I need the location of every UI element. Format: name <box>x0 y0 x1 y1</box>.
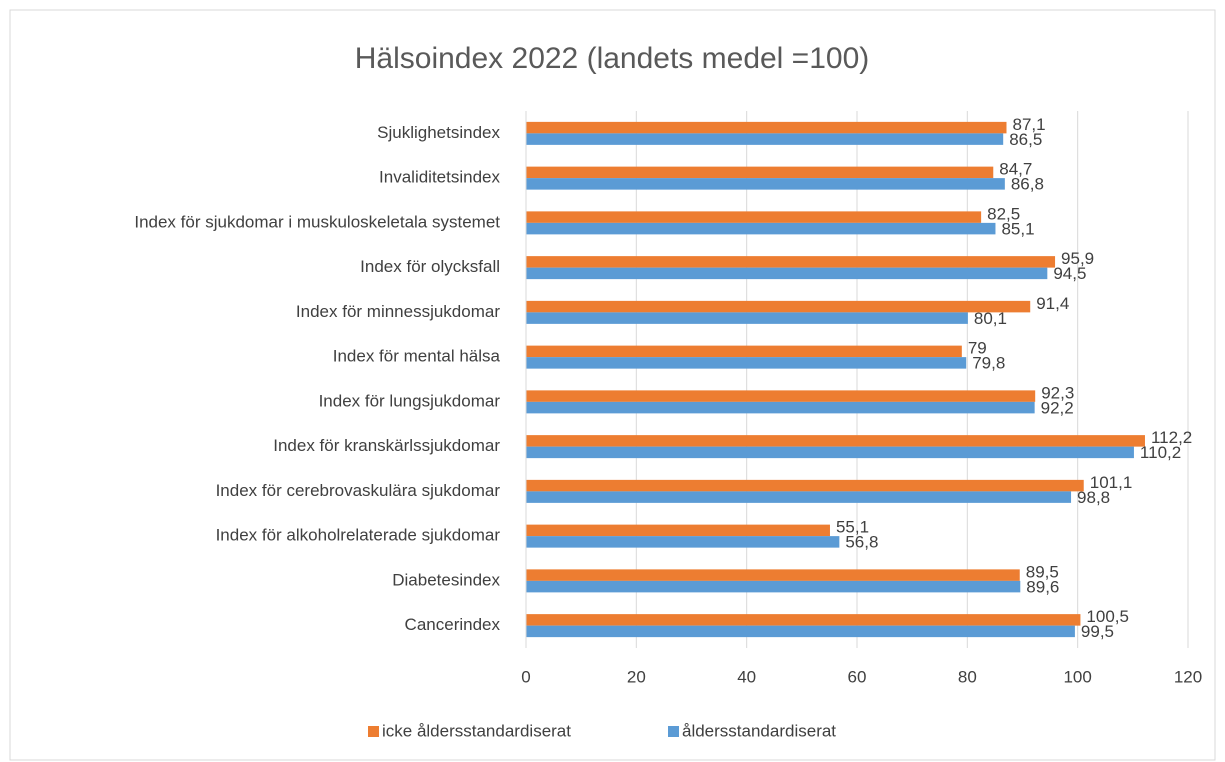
bar <box>526 222 996 235</box>
bar <box>526 524 830 537</box>
value-label: 79 <box>968 339 987 358</box>
value-label: 80,1 <box>974 309 1007 328</box>
bar <box>526 614 1081 626</box>
value-label: 92,3 <box>1041 383 1074 402</box>
legend-swatch <box>368 726 379 737</box>
y-tick-label: Cancerindex <box>405 615 501 634</box>
bar <box>526 569 1020 581</box>
value-label: 101,1 <box>1090 473 1133 492</box>
value-label: 92,2 <box>1041 398 1074 417</box>
y-tick-label: Sjuklighetsindex <box>377 123 500 142</box>
x-tick-label: 40 <box>737 667 756 686</box>
value-label: 98,8 <box>1077 488 1110 507</box>
value-label: 87,1 <box>1013 115 1046 134</box>
y-tick-label: Index för mental hälsa <box>333 347 501 366</box>
bar <box>526 300 1031 313</box>
y-tick-label: Index för cerebrovaskulära sjukdomar <box>216 481 501 500</box>
value-label: 94,5 <box>1053 264 1086 283</box>
bar <box>526 133 1004 145</box>
value-label: 82,5 <box>987 204 1020 223</box>
legend-label: icke åldersstandardiserat <box>382 721 571 740</box>
y-tick-label: Index för lungsjukdomar <box>319 391 501 410</box>
value-label: 99,5 <box>1081 622 1114 641</box>
bar <box>526 256 1056 268</box>
bar <box>526 580 1021 593</box>
x-tick-label: 60 <box>848 667 867 686</box>
x-tick-label: 20 <box>627 667 646 686</box>
value-label: 100,5 <box>1086 607 1129 626</box>
bar <box>526 401 1035 414</box>
value-label: 79,8 <box>972 354 1005 373</box>
bar <box>526 536 840 548</box>
x-tick-label: 100 <box>1063 667 1091 686</box>
x-tick-label: 120 <box>1174 667 1202 686</box>
bar <box>526 357 967 369</box>
bar <box>526 121 1007 134</box>
bar <box>526 166 994 179</box>
legend-label: åldersstandardiserat <box>682 721 836 740</box>
y-tick-label: Index för kranskärlssjukdomar <box>273 436 500 455</box>
y-tick-label: Index för olycksfall <box>360 257 500 276</box>
value-label: 110,2 <box>1140 443 1181 462</box>
value-label: 56,8 <box>845 533 878 552</box>
bar <box>526 178 1005 190</box>
bar <box>526 479 1084 492</box>
legend-swatch <box>668 726 679 737</box>
value-label: 55,1 <box>836 518 869 537</box>
y-tick-label: Invaliditetsindex <box>379 168 500 187</box>
bar <box>526 491 1072 503</box>
bar <box>526 267 1048 280</box>
chart-title: Hälsoindex 2022 (landets medel =100) <box>355 42 870 75</box>
x-tick-label: 80 <box>958 667 977 686</box>
y-tick-label: Diabetesindex <box>392 570 500 589</box>
value-label: 86,8 <box>1011 175 1044 194</box>
bar <box>526 446 1134 459</box>
y-tick-label: Index för sjukdomar i muskuloskeletala s… <box>134 212 500 231</box>
x-tick-label: 0 <box>521 667 530 686</box>
value-label: 84,7 <box>999 160 1032 179</box>
bar <box>526 435 1145 447</box>
bar <box>526 390 1036 402</box>
value-label: 95,9 <box>1061 249 1094 268</box>
value-label: 112,2 <box>1151 428 1192 447</box>
y-tick-label: Index för alkoholrelaterade sjukdomar <box>216 526 501 545</box>
bar <box>526 345 962 358</box>
value-label: 89,6 <box>1026 577 1059 596</box>
bar <box>526 312 968 324</box>
y-tick-label: Index för minnessjukdomar <box>296 302 500 321</box>
value-label: 85,1 <box>1001 219 1034 238</box>
value-label: 86,5 <box>1009 130 1042 149</box>
bar <box>526 625 1075 638</box>
value-label: 89,5 <box>1026 562 1059 581</box>
value-label: 91,4 <box>1036 294 1069 313</box>
bar <box>526 211 982 223</box>
